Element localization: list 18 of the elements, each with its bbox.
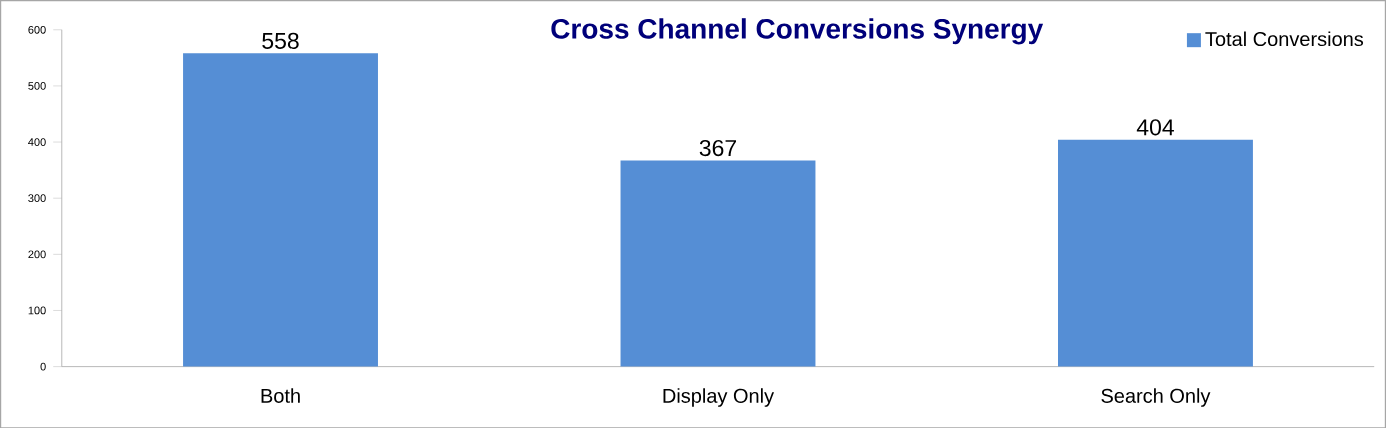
y-tick-label: 400 [28,137,46,146]
bar [183,53,378,367]
y-tick-label: 100 [28,306,46,315]
y-tick-label: 500 [28,81,46,90]
x-tick-label: Display Only [663,388,775,407]
chart-title: Cross Channel Conversions Synergy [551,18,1044,45]
y-tick-label: 600 [28,25,46,34]
data-label: 404 [1136,118,1174,136]
x-tick-label: Both [261,388,300,403]
bar [620,160,816,367]
x-tick-label: Search Only [1101,388,1211,407]
bar [1058,139,1253,367]
y-tick-label: 300 [28,194,46,202]
legend-label: Total Conversions [1205,31,1364,46]
y-tick-label: 0 [40,362,46,371]
y-tick-label: 200 [28,250,46,259]
data-label: 367 [699,139,737,156]
data-label: 558 [262,32,299,49]
